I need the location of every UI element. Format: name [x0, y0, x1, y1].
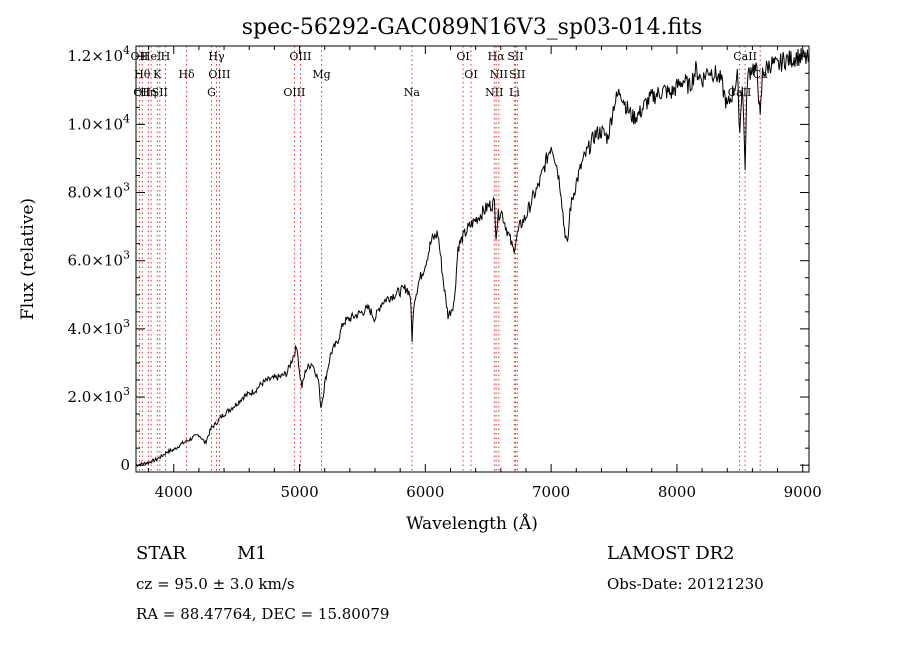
spectrum-line: [135, 48, 810, 467]
line-label: Hγ: [208, 50, 225, 63]
line-label: H: [161, 50, 171, 63]
y-tick-label: 6.0×103: [67, 249, 130, 270]
x-tick-label: 4000: [155, 483, 193, 501]
line-label: NII: [490, 68, 508, 81]
line-label: Li: [509, 86, 520, 99]
x-tick-label: 7000: [532, 483, 570, 501]
line-label: NII: [485, 86, 503, 99]
line-label: HeI: [141, 50, 161, 63]
line-label: OIII: [283, 86, 305, 99]
redshift-cz: cz = 95.0 ± 3.0 km/s: [136, 575, 295, 593]
line-label: K: [153, 68, 162, 81]
line-label: CaII: [728, 86, 752, 99]
line-label: OIII: [289, 50, 311, 63]
object-subclass: M1: [237, 543, 267, 564]
y-tick-label: 8.0×103: [67, 181, 130, 202]
line-label: Hη: [140, 86, 156, 99]
x-tick-label: 5000: [280, 483, 318, 501]
line-label: OI: [456, 50, 469, 63]
y-axis-label: Flux (relative): [18, 198, 38, 320]
spectral-line-markers: OIIHθOIIHηHeIKSIIHHδGHγOIIIOIIIOIIIMgNaO…: [131, 46, 768, 472]
x-axis-label: Wavelength (Å): [406, 513, 538, 534]
observation-date: Obs-Date: 20121230: [607, 575, 764, 593]
x-tick-label: 9000: [784, 483, 822, 501]
line-label: SII: [507, 50, 523, 63]
ra-dec-coordinates: RA = 88.47764, DEC = 15.80079: [136, 605, 389, 623]
line-label: SII: [152, 86, 168, 99]
line-label: Mg: [312, 68, 330, 81]
line-label: G: [207, 86, 216, 99]
y-tick-label: 2.0×103: [67, 385, 130, 406]
line-label: Hα: [488, 50, 506, 63]
line-label: Hδ: [178, 68, 195, 81]
x-tick-label: 8000: [658, 483, 696, 501]
x-axis: 4000 5000 6000 7000 8000 9000: [148, 46, 822, 501]
line-label: OI: [464, 68, 477, 81]
line-label: Hθ: [134, 68, 151, 81]
line-label: OII: [133, 86, 151, 99]
line-label: OIII: [208, 68, 230, 81]
x-tick-label: 6000: [406, 483, 444, 501]
y-tick-label: 4.0×103: [67, 317, 130, 338]
line-label: CaII: [733, 50, 757, 63]
y-tick-label: 1.0×104: [67, 112, 130, 133]
line-label: Ca: [753, 68, 768, 81]
line-label: Na: [404, 86, 421, 99]
y-tick-label: 0: [120, 456, 130, 474]
y-axis: 0 2.0×103 4.0×103 6.0×103 8.0×103 1.0×104 1.2×…: [67, 44, 809, 474]
object-class: STAR: [136, 543, 186, 564]
series-layer: [135, 48, 810, 467]
survey-name: LAMOST DR2: [607, 543, 735, 564]
plot-frame: [135, 45, 810, 473]
chart-title: spec-56292-GAC089N16V3_sp03-014.fits: [242, 15, 703, 40]
line-label: SII: [509, 68, 525, 81]
y-tick-label: 1.2×104: [67, 44, 130, 65]
